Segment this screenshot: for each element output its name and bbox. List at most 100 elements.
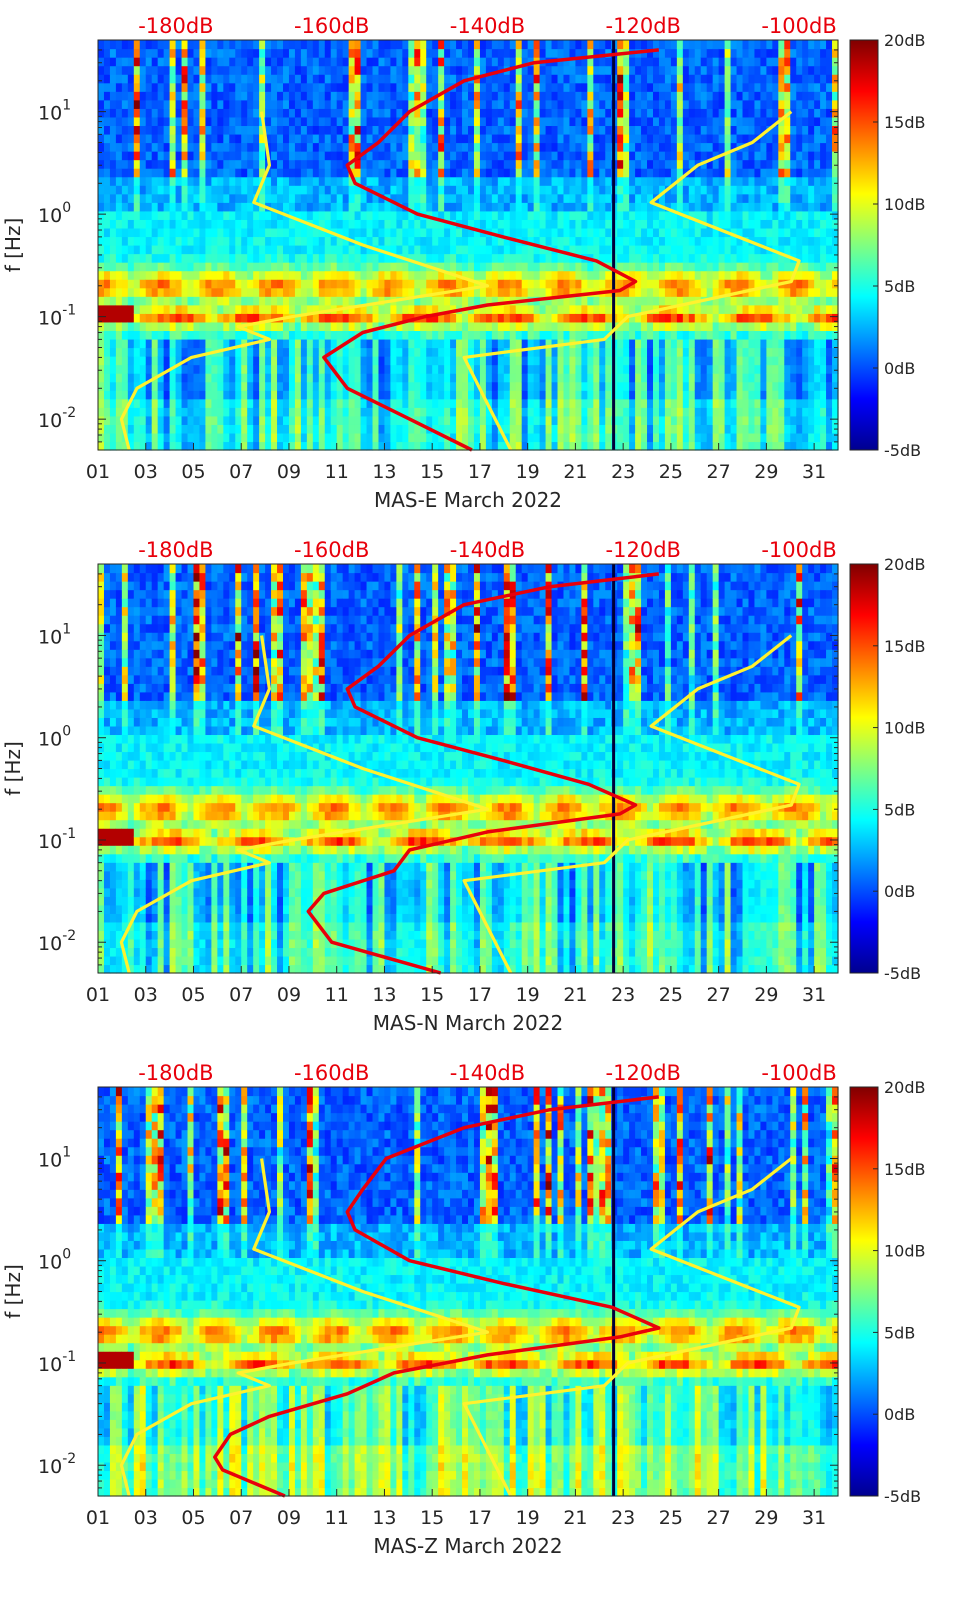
spectrogram-cell bbox=[402, 100, 409, 109]
spectrogram-cell bbox=[271, 348, 278, 357]
spectrogram-cell bbox=[152, 91, 159, 100]
spectrogram-cell bbox=[253, 424, 260, 433]
spectrogram-cell bbox=[325, 416, 332, 425]
spectrogram-cell bbox=[116, 262, 123, 271]
spectrogram-cell bbox=[116, 236, 123, 245]
spectrogram-cell bbox=[468, 262, 475, 271]
spectrogram-cell bbox=[325, 407, 332, 416]
spectrogram-cell bbox=[504, 313, 511, 322]
spectrogram-cell bbox=[182, 168, 189, 177]
spectrogram-cell bbox=[235, 245, 242, 254]
spectrogram-cell bbox=[140, 117, 147, 126]
spectrogram-cell bbox=[176, 202, 183, 211]
spectrogram-cell bbox=[193, 407, 200, 416]
spectrogram-cell bbox=[313, 262, 320, 271]
spectrogram-cell bbox=[402, 143, 409, 152]
spectrogram-cell bbox=[462, 143, 469, 152]
spectrogram-cell bbox=[408, 399, 415, 408]
spectrogram-cell bbox=[438, 365, 445, 374]
spectrogram-cell bbox=[223, 74, 230, 83]
spectrogram-cell bbox=[211, 399, 218, 408]
spectrogram-cell bbox=[378, 416, 385, 425]
spectrogram-cell bbox=[432, 339, 439, 348]
spectrogram-cell bbox=[480, 407, 487, 416]
spectrogram-cell bbox=[235, 254, 242, 263]
spectrogram-cell bbox=[247, 125, 254, 134]
spectrogram-cell bbox=[408, 245, 415, 254]
spectrogram-cell bbox=[247, 407, 254, 416]
spectrogram-cell bbox=[492, 177, 499, 186]
spectrogram-cell bbox=[205, 108, 212, 117]
spectrogram-cell bbox=[378, 219, 385, 228]
spectrogram-cell bbox=[378, 373, 385, 382]
spectrogram-cell bbox=[158, 49, 165, 58]
spectrogram-cell bbox=[289, 151, 296, 160]
spectrogram-cell bbox=[343, 185, 350, 194]
spectrogram-cell bbox=[217, 407, 224, 416]
spectrogram-cell bbox=[474, 262, 481, 271]
spectrogram-cell bbox=[390, 382, 397, 391]
spectrogram-cell bbox=[205, 219, 212, 228]
spectrogram-cell bbox=[325, 245, 332, 254]
spectrogram-cell bbox=[98, 202, 105, 211]
spectrogram-cell bbox=[474, 236, 481, 245]
spectrogram-cell bbox=[325, 433, 332, 442]
spectrogram-cell bbox=[510, 108, 517, 117]
spectrogram-cell bbox=[486, 219, 493, 228]
spectrogram-cell bbox=[438, 390, 445, 399]
spectrogram-cell bbox=[480, 424, 487, 433]
spectrogram-cell bbox=[217, 288, 224, 297]
spectrogram-cell bbox=[450, 74, 457, 83]
spectrogram-cell bbox=[217, 168, 224, 177]
spectrogram-cell bbox=[188, 49, 195, 58]
spectrogram-cell bbox=[104, 271, 111, 280]
spectrogram-cell bbox=[176, 83, 183, 92]
spectrogram-cell bbox=[337, 219, 344, 228]
spectrogram-cell bbox=[122, 271, 129, 280]
spectrogram-cell bbox=[247, 160, 254, 169]
spectrogram-cell bbox=[265, 245, 272, 254]
spectrogram-cell bbox=[510, 40, 517, 49]
spectrogram-cell bbox=[390, 91, 397, 100]
spectrogram-cell bbox=[510, 390, 517, 399]
spectrogram-cell bbox=[498, 373, 505, 382]
spectrogram-cell bbox=[289, 382, 296, 391]
spectrogram-cell bbox=[504, 279, 511, 288]
spectrogram-cell bbox=[444, 390, 451, 399]
spectrogram-cell bbox=[337, 254, 344, 263]
spectrogram-cell bbox=[176, 399, 183, 408]
spectrogram-cell bbox=[486, 83, 493, 92]
spectrogram-cell bbox=[247, 83, 254, 92]
spectrogram-cell bbox=[193, 49, 200, 58]
spectrogram-cell bbox=[408, 279, 415, 288]
spectrogram-cell bbox=[349, 288, 356, 297]
spectrogram-cell bbox=[462, 262, 469, 271]
spectrogram-cell bbox=[116, 100, 123, 109]
spectrogram-cell bbox=[289, 143, 296, 152]
spectrogram-cell bbox=[378, 262, 385, 271]
spectrogram-cell bbox=[486, 262, 493, 271]
spectrogram-cell bbox=[152, 245, 159, 254]
spectrogram-cell bbox=[247, 117, 254, 126]
spectrogram-cell bbox=[164, 160, 171, 169]
spectrogram-cell bbox=[199, 245, 206, 254]
spectrogram-cell bbox=[158, 160, 165, 169]
spectrogram-cell bbox=[134, 194, 141, 203]
spectrogram-cell bbox=[373, 160, 380, 169]
spectrogram-cell bbox=[98, 83, 105, 92]
spectrogram-cell bbox=[152, 108, 159, 117]
spectrogram-cell bbox=[229, 236, 236, 245]
spectrogram-cell bbox=[211, 194, 218, 203]
spectrogram-cell bbox=[301, 262, 308, 271]
spectrogram-cell bbox=[134, 322, 141, 331]
spectrogram-cell bbox=[205, 313, 212, 322]
spectrogram-cell bbox=[492, 151, 499, 160]
spectrogram-cell bbox=[378, 160, 385, 169]
spectrogram-cell bbox=[486, 433, 493, 442]
spectrogram-cell bbox=[414, 40, 421, 49]
spectrogram-cell bbox=[331, 160, 338, 169]
spectrogram-cell bbox=[283, 296, 290, 305]
spectrogram-cell bbox=[116, 168, 123, 177]
spectrogram-cell bbox=[390, 348, 397, 357]
spectrogram-cell bbox=[110, 100, 117, 109]
